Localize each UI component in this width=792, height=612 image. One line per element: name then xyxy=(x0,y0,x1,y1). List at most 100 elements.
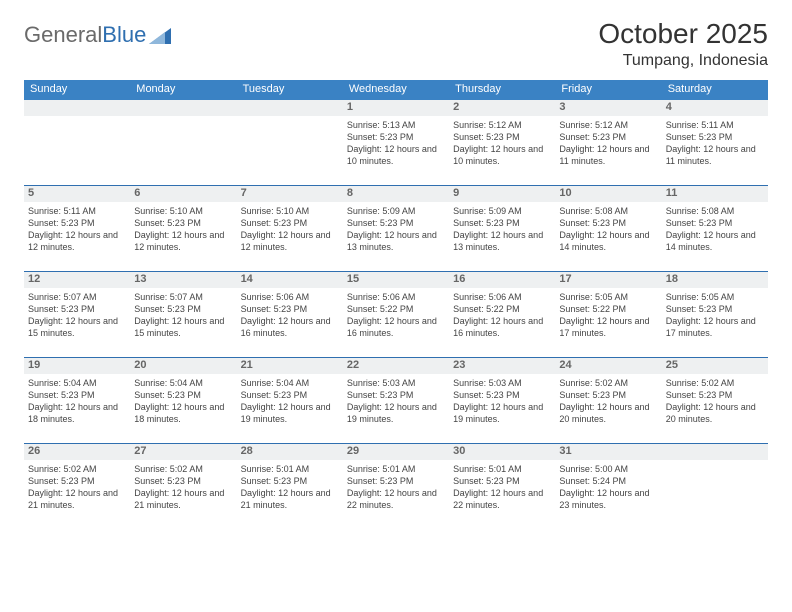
day-number: 5 xyxy=(24,186,130,202)
sunrise-text: Sunrise: 5:07 AM xyxy=(28,291,126,303)
sunrise-text: Sunrise: 5:04 AM xyxy=(28,377,126,389)
calendar-day-cell: 1Sunrise: 5:13 AMSunset: 5:23 PMDaylight… xyxy=(343,100,449,185)
day-number: 22 xyxy=(343,358,449,374)
daylight-text: Daylight: 12 hours and 17 minutes. xyxy=(559,315,657,339)
day-body: Sunrise: 5:06 AMSunset: 5:22 PMDaylight:… xyxy=(449,288,555,344)
day-number: 7 xyxy=(237,186,343,202)
weekday-heading: Saturday xyxy=(662,80,768,100)
sunrise-text: Sunrise: 5:07 AM xyxy=(134,291,232,303)
weekday-header-row: Sunday Monday Tuesday Wednesday Thursday… xyxy=(24,80,768,100)
daylight-text: Daylight: 12 hours and 19 minutes. xyxy=(347,401,445,425)
day-number: 11 xyxy=(662,186,768,202)
sunrise-text: Sunrise: 5:00 AM xyxy=(559,463,657,475)
daylight-text: Daylight: 12 hours and 19 minutes. xyxy=(241,401,339,425)
calendar-week-row: 12Sunrise: 5:07 AMSunset: 5:23 PMDayligh… xyxy=(24,272,768,358)
sunrise-text: Sunrise: 5:03 AM xyxy=(453,377,551,389)
sunrise-text: Sunrise: 5:13 AM xyxy=(347,119,445,131)
sunrise-text: Sunrise: 5:08 AM xyxy=(559,205,657,217)
weekday-heading: Monday xyxy=(130,80,236,100)
daylight-text: Daylight: 12 hours and 13 minutes. xyxy=(347,229,445,253)
calendar-day-cell: 21Sunrise: 5:04 AMSunset: 5:23 PMDayligh… xyxy=(237,358,343,443)
daylight-text: Daylight: 12 hours and 19 minutes. xyxy=(453,401,551,425)
logo: GeneralBlue xyxy=(24,22,171,48)
sunset-text: Sunset: 5:23 PM xyxy=(453,131,551,143)
daylight-text: Daylight: 12 hours and 12 minutes. xyxy=(241,229,339,253)
daylight-text: Daylight: 12 hours and 11 minutes. xyxy=(666,143,764,167)
daylight-text: Daylight: 12 hours and 21 minutes. xyxy=(241,487,339,511)
calendar-week-row: 26Sunrise: 5:02 AMSunset: 5:23 PMDayligh… xyxy=(24,444,768,530)
sunrise-text: Sunrise: 5:11 AM xyxy=(28,205,126,217)
calendar-day-cell: 16Sunrise: 5:06 AMSunset: 5:22 PMDayligh… xyxy=(449,272,555,357)
calendar-day-cell: 2Sunrise: 5:12 AMSunset: 5:23 PMDaylight… xyxy=(449,100,555,185)
day-body: Sunrise: 5:09 AMSunset: 5:23 PMDaylight:… xyxy=(343,202,449,258)
logo-triangle-icon xyxy=(149,28,171,44)
sunset-text: Sunset: 5:23 PM xyxy=(241,475,339,487)
daylight-text: Daylight: 12 hours and 14 minutes. xyxy=(666,229,764,253)
sunset-text: Sunset: 5:23 PM xyxy=(559,389,657,401)
sunrise-text: Sunrise: 5:05 AM xyxy=(666,291,764,303)
sunset-text: Sunset: 5:23 PM xyxy=(134,303,232,315)
sunset-text: Sunset: 5:23 PM xyxy=(347,131,445,143)
day-number: 30 xyxy=(449,444,555,460)
month-title: October 2025 xyxy=(598,18,768,50)
calendar-body: ...1Sunrise: 5:13 AMSunset: 5:23 PMDayli… xyxy=(24,100,768,530)
calendar-week-row: 5Sunrise: 5:11 AMSunset: 5:23 PMDaylight… xyxy=(24,186,768,272)
daylight-text: Daylight: 12 hours and 21 minutes. xyxy=(134,487,232,511)
day-number: 10 xyxy=(555,186,661,202)
day-body: Sunrise: 5:00 AMSunset: 5:24 PMDaylight:… xyxy=(555,460,661,516)
sunset-text: Sunset: 5:23 PM xyxy=(28,217,126,229)
weekday-heading: Friday xyxy=(555,80,661,100)
sunrise-text: Sunrise: 5:06 AM xyxy=(453,291,551,303)
calendar-day-cell: 27Sunrise: 5:02 AMSunset: 5:23 PMDayligh… xyxy=(130,444,236,530)
calendar-day-cell: 12Sunrise: 5:07 AMSunset: 5:23 PMDayligh… xyxy=(24,272,130,357)
daylight-text: Daylight: 12 hours and 20 minutes. xyxy=(666,401,764,425)
daylight-text: Daylight: 12 hours and 11 minutes. xyxy=(559,143,657,167)
sunset-text: Sunset: 5:22 PM xyxy=(453,303,551,315)
sunrise-text: Sunrise: 5:06 AM xyxy=(347,291,445,303)
location-subtitle: Tumpang, Indonesia xyxy=(598,52,768,70)
day-body: Sunrise: 5:13 AMSunset: 5:23 PMDaylight:… xyxy=(343,116,449,172)
sunset-text: Sunset: 5:22 PM xyxy=(559,303,657,315)
calendar-day-cell: 25Sunrise: 5:02 AMSunset: 5:23 PMDayligh… xyxy=(662,358,768,443)
calendar-day-cell: 22Sunrise: 5:03 AMSunset: 5:23 PMDayligh… xyxy=(343,358,449,443)
page-header: GeneralBlue October 2025 Tumpang, Indone… xyxy=(24,18,768,70)
calendar-day-cell: 29Sunrise: 5:01 AMSunset: 5:23 PMDayligh… xyxy=(343,444,449,530)
day-number: 17 xyxy=(555,272,661,288)
weekday-heading: Thursday xyxy=(449,80,555,100)
sunset-text: Sunset: 5:23 PM xyxy=(453,389,551,401)
day-number: 23 xyxy=(449,358,555,374)
sunrise-text: Sunrise: 5:01 AM xyxy=(453,463,551,475)
sunset-text: Sunset: 5:23 PM xyxy=(241,303,339,315)
day-body: Sunrise: 5:01 AMSunset: 5:23 PMDaylight:… xyxy=(237,460,343,516)
sunrise-text: Sunrise: 5:04 AM xyxy=(134,377,232,389)
daylight-text: Daylight: 12 hours and 10 minutes. xyxy=(347,143,445,167)
sunset-text: Sunset: 5:23 PM xyxy=(559,131,657,143)
calendar-empty-cell: . xyxy=(662,444,768,530)
sunset-text: Sunset: 5:23 PM xyxy=(453,217,551,229)
sunset-text: Sunset: 5:23 PM xyxy=(666,217,764,229)
calendar-day-cell: 18Sunrise: 5:05 AMSunset: 5:23 PMDayligh… xyxy=(662,272,768,357)
calendar-day-cell: 9Sunrise: 5:09 AMSunset: 5:23 PMDaylight… xyxy=(449,186,555,271)
day-body: Sunrise: 5:12 AMSunset: 5:23 PMDaylight:… xyxy=(449,116,555,172)
day-number: . xyxy=(662,444,768,460)
day-number: 12 xyxy=(24,272,130,288)
calendar-day-cell: 15Sunrise: 5:06 AMSunset: 5:22 PMDayligh… xyxy=(343,272,449,357)
calendar-day-cell: 20Sunrise: 5:04 AMSunset: 5:23 PMDayligh… xyxy=(130,358,236,443)
sunset-text: Sunset: 5:23 PM xyxy=(347,217,445,229)
sunset-text: Sunset: 5:23 PM xyxy=(347,389,445,401)
sunset-text: Sunset: 5:23 PM xyxy=(28,475,126,487)
day-body: Sunrise: 5:04 AMSunset: 5:23 PMDaylight:… xyxy=(24,374,130,430)
daylight-text: Daylight: 12 hours and 12 minutes. xyxy=(28,229,126,253)
sunrise-text: Sunrise: 5:04 AM xyxy=(241,377,339,389)
calendar-day-cell: 13Sunrise: 5:07 AMSunset: 5:23 PMDayligh… xyxy=(130,272,236,357)
sunset-text: Sunset: 5:23 PM xyxy=(241,389,339,401)
day-body: Sunrise: 5:03 AMSunset: 5:23 PMDaylight:… xyxy=(449,374,555,430)
day-number: 29 xyxy=(343,444,449,460)
calendar-day-cell: 10Sunrise: 5:08 AMSunset: 5:23 PMDayligh… xyxy=(555,186,661,271)
day-number: 25 xyxy=(662,358,768,374)
sunset-text: Sunset: 5:23 PM xyxy=(28,389,126,401)
logo-text-general: General xyxy=(24,22,102,48)
day-number: 2 xyxy=(449,100,555,116)
calendar-day-cell: 7Sunrise: 5:10 AMSunset: 5:23 PMDaylight… xyxy=(237,186,343,271)
day-body: Sunrise: 5:11 AMSunset: 5:23 PMDaylight:… xyxy=(24,202,130,258)
